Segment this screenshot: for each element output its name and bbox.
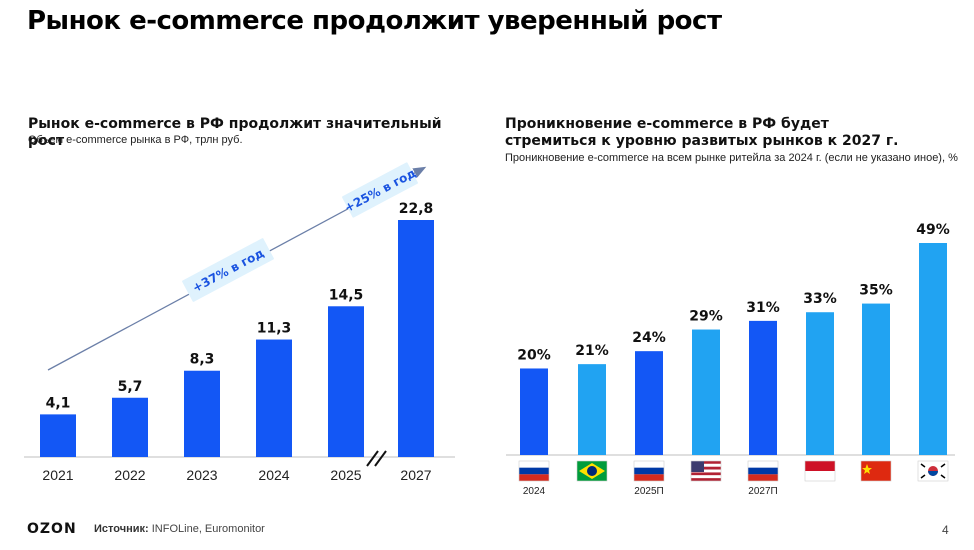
source-note: Источник: INFOLine, Euromonitor: [94, 523, 265, 535]
growth-badge-2025-2027-bg: [342, 162, 418, 218]
bar-china-6: [862, 303, 890, 455]
right-chart-subtitle: Проникновение e-commerce на всем рынке р…: [505, 152, 958, 164]
value-label-1: 21%: [575, 343, 609, 359]
source-text: INFOLine, Euromonitor: [151, 523, 265, 535]
growth-badge-2021-2025-bg: [182, 238, 274, 302]
bar-russia-2: [635, 351, 663, 455]
left-chart-subtitle: Объем e-commerce рынка в РФ, трлн руб.: [28, 134, 243, 146]
indonesia-flag-icon: [804, 460, 836, 482]
value-label-4: 31%: [746, 300, 780, 316]
tick-label-2025: 2025: [330, 467, 361, 483]
value-label-2027: 22,8: [399, 201, 434, 217]
value-label-5: 33%: [803, 291, 837, 307]
bar-2027: [398, 220, 434, 457]
bar-russia-0: [520, 368, 548, 455]
ozon-logo: OZON: [27, 521, 77, 537]
tick-label-2022: 2022: [114, 467, 145, 483]
axis-break-mark: [366, 450, 379, 467]
axis-break-mark: [374, 450, 387, 467]
growth-arrow: [47, 166, 427, 371]
flag-caption-4: 2027П: [748, 486, 777, 497]
growth-badge-2021-2025: +37% в год: [182, 238, 274, 302]
bar-2025: [328, 306, 364, 457]
value-label-6: 35%: [859, 283, 893, 299]
growth-badge-2025-2027-text: +25% в год: [342, 166, 419, 216]
russia-flag-icon: [518, 460, 550, 482]
left-chart-title: Рынок e-commerce в РФ продолжит значител…: [28, 116, 442, 149]
china-flag-icon: [860, 460, 892, 482]
flag-caption-0: 2024: [523, 486, 546, 497]
page-title: Рынок e-commerce продолжит уверенный рос…: [27, 6, 722, 36]
bar-2021: [40, 414, 76, 457]
page-number: 4: [942, 523, 949, 537]
tick-label-2024: 2024: [258, 467, 289, 483]
bar-2023: [184, 370, 220, 457]
tick-label-2023: 2023: [186, 467, 217, 483]
growth-badge-2025-2027: +25% в год: [342, 162, 419, 218]
bar-indonesia-5: [806, 312, 834, 455]
brazil-flag-icon: [576, 460, 608, 482]
value-label-3: 29%: [689, 309, 723, 325]
bar-brazil-1: [578, 364, 606, 455]
value-label-2024: 11,3: [257, 321, 292, 337]
value-label-2022: 5,7: [118, 379, 143, 395]
right-chart-title: Проникновение e-commerce в РФ будет стре…: [505, 116, 899, 149]
value-label-2023: 8,3: [190, 352, 215, 368]
bar-usa-3: [692, 329, 720, 455]
bar-2022: [112, 397, 148, 457]
bar-south-korea-7: [919, 243, 947, 455]
russia-flag-icon: [747, 460, 779, 482]
bar-russia-4: [749, 320, 777, 455]
usa-flag-icon: [690, 460, 722, 482]
tick-label-2027: 2027: [400, 467, 431, 483]
value-label-7: 49%: [916, 222, 950, 238]
bar-2024: [256, 339, 292, 457]
south-korea-flag-icon: [917, 460, 949, 482]
tick-label-2021: 2021: [42, 467, 73, 483]
source-label: Источник:: [94, 523, 149, 535]
value-label-2021: 4,1: [46, 395, 71, 411]
value-label-0: 20%: [517, 347, 551, 363]
flag-caption-2: 2025П: [634, 486, 663, 497]
value-label-2: 24%: [632, 330, 666, 346]
russia-flag-icon: [633, 460, 665, 482]
growth-badge-2021-2025-text: +37% в год: [190, 246, 267, 296]
value-label-2025: 14,5: [329, 287, 364, 303]
